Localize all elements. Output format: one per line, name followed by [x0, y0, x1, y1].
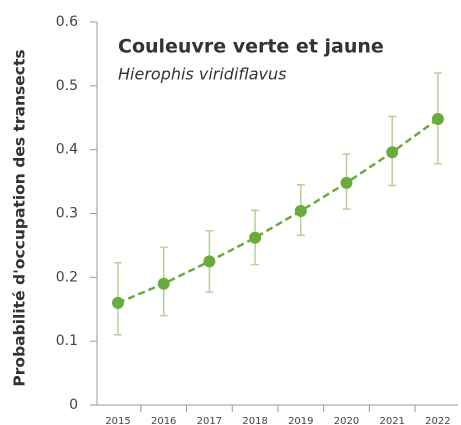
chart-subtitle: Hierophis viridiflavus [118, 65, 286, 84]
point [386, 146, 399, 159]
y-tick-label: 0.3 [56, 206, 78, 222]
line [117, 118, 439, 305]
point [431, 113, 444, 126]
y-axis-label: Probabilité d'occupation des transects [11, 49, 29, 386]
y-tick-label: 0.5 [56, 78, 78, 94]
x-tick-label: 2017 [197, 416, 222, 425]
point [249, 231, 262, 244]
x-tick-label: 2015 [105, 416, 130, 425]
point [340, 176, 353, 189]
x-tick-label: 2020 [334, 416, 359, 425]
x-tick-label: 2019 [288, 416, 313, 425]
chart-title: Couleuvre verte et jaune [118, 36, 384, 58]
point [112, 296, 124, 309]
x-tick-label: 2016 [151, 416, 176, 425]
point [294, 204, 307, 217]
y-tick-label: 0.6 [56, 14, 78, 30]
point [203, 255, 216, 268]
y-tick-label: 0.2 [56, 269, 78, 285]
y-tick-label: 0 [69, 397, 78, 413]
x-tick-label: 2021 [379, 416, 404, 425]
point [157, 277, 170, 290]
y-tick-label: 0.1 [56, 333, 78, 349]
x-tick-label: 2018 [242, 416, 267, 425]
x-tick-label: 2022 [425, 416, 450, 425]
y-tick-label: 0.4 [56, 142, 78, 158]
